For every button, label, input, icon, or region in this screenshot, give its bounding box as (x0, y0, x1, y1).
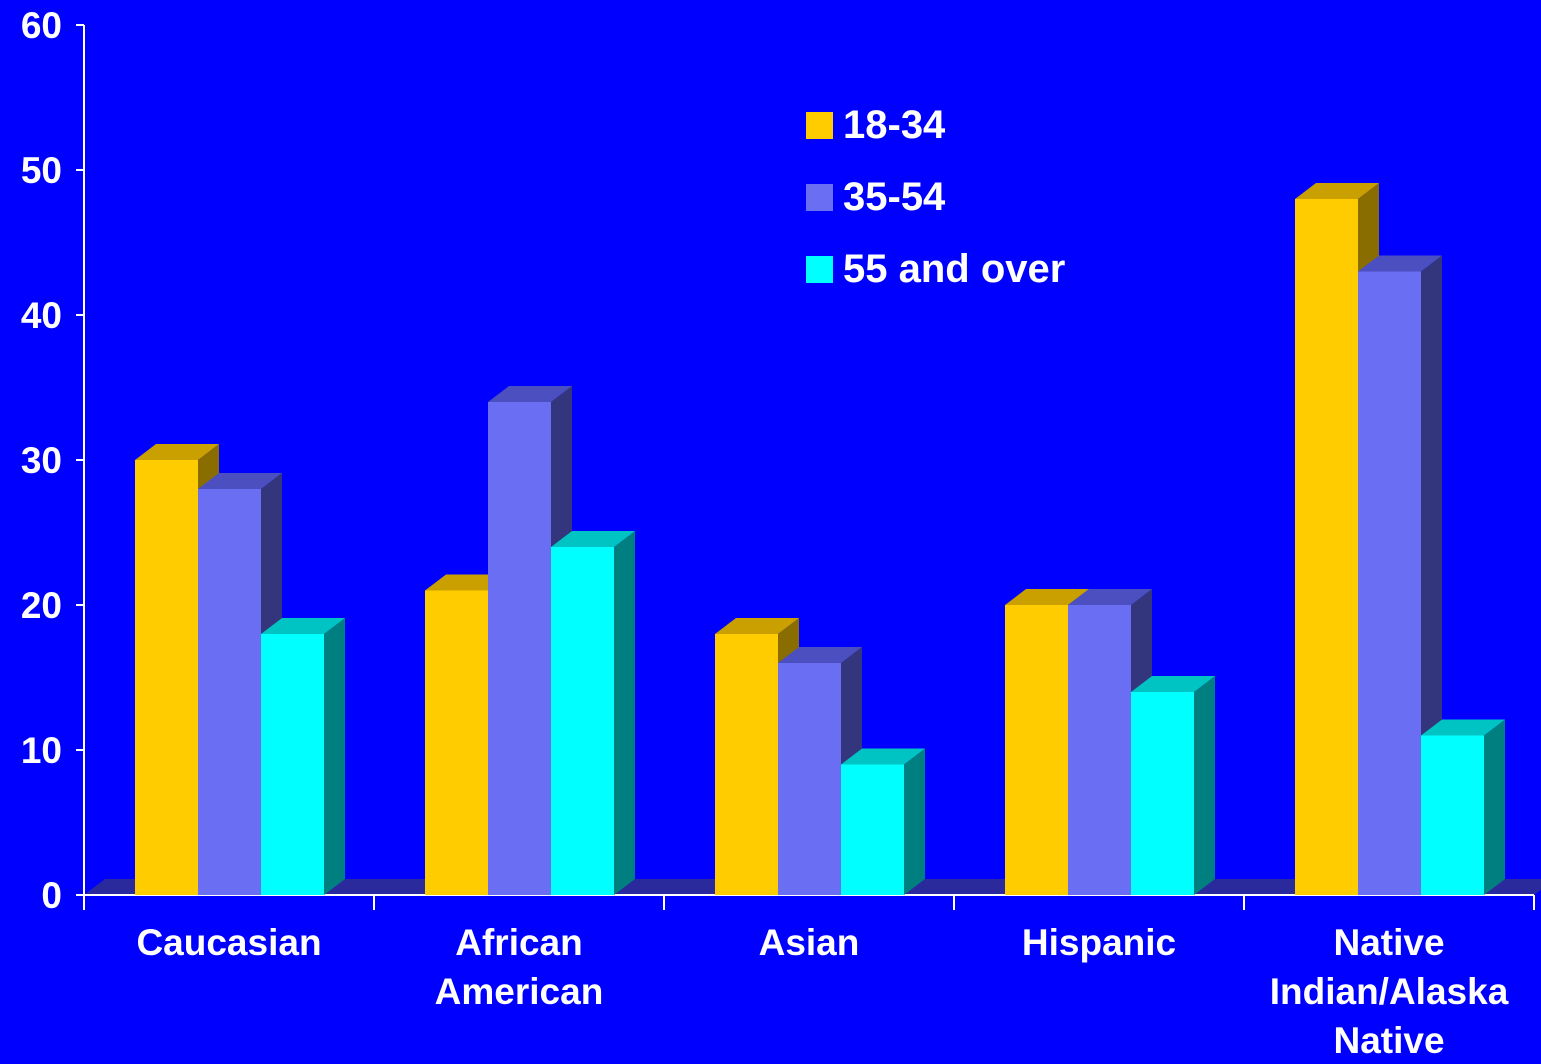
bar-group (135, 444, 345, 895)
bar-side (614, 531, 635, 895)
x-category-label-line: Hispanic (1022, 922, 1176, 963)
bar-side (1194, 676, 1215, 895)
x-category-label-line: Native (1333, 1020, 1444, 1059)
bar-top (1421, 719, 1505, 736)
bar-side (904, 748, 925, 895)
bar-group (1005, 589, 1215, 895)
y-tick-label: 40 (21, 295, 62, 336)
bar-top (1295, 183, 1379, 199)
bar (1421, 735, 1484, 895)
legend-label: 35-54 (843, 175, 946, 219)
bar (715, 634, 778, 895)
bar-top (778, 647, 862, 663)
bar-top (715, 618, 799, 634)
x-category-label: Caucasian (136, 922, 321, 963)
x-category-label: African American (435, 922, 604, 1012)
x-category-label-line: Native (1333, 922, 1444, 963)
bar (1068, 605, 1131, 895)
legend-label: 55 and over (843, 247, 1065, 291)
y-tick-label: 0 (41, 875, 62, 916)
x-category-label: Asian (759, 922, 860, 963)
bar-side (1484, 719, 1505, 895)
bar-top (261, 618, 345, 634)
bar (778, 663, 841, 895)
bar (1005, 605, 1068, 895)
x-category-label: Native Indian/Alaska Native (1270, 922, 1509, 1059)
bar (1131, 692, 1194, 895)
legend-swatch (806, 256, 833, 283)
bar (135, 460, 198, 895)
bar (841, 764, 904, 895)
x-category-label-line: Indian/Alaska (1270, 971, 1509, 1012)
legend: 18-34 35-54 55 and over (806, 103, 1065, 291)
bar-top (1068, 589, 1152, 605)
bar-group (1295, 183, 1505, 895)
x-category-label-line: Asian (759, 922, 860, 963)
x-category-label: Hispanic (1022, 922, 1176, 963)
y-tick-label: 10 (21, 730, 62, 771)
bar (488, 402, 551, 895)
bar-top (551, 531, 635, 547)
bar-top (1358, 255, 1442, 272)
bar (1358, 271, 1421, 895)
legend-swatch (806, 184, 833, 211)
x-category-label-line: Caucasian (136, 922, 321, 963)
bar-top (135, 444, 219, 460)
bar (261, 634, 324, 895)
bar-top (841, 748, 925, 765)
bar-top (198, 473, 282, 489)
y-tick-label: 60 (21, 5, 62, 46)
bar-group (425, 386, 635, 895)
bar (1295, 199, 1358, 895)
bar (198, 489, 261, 895)
bar-side (324, 618, 345, 895)
legend-label: 18-34 (843, 103, 946, 147)
x-category-label-line: African (455, 922, 582, 963)
y-tick-label: 30 (21, 440, 62, 481)
bar-group (715, 618, 925, 895)
bar-top (1131, 676, 1215, 692)
x-category-label-line: American (435, 971, 604, 1012)
legend-swatch (806, 112, 833, 139)
y-tick-label: 50 (21, 150, 62, 191)
bar-top (488, 386, 572, 402)
y-tick-label: 20 (21, 585, 62, 626)
bar (425, 590, 488, 895)
bar-top (1005, 589, 1089, 605)
bar (551, 547, 614, 895)
